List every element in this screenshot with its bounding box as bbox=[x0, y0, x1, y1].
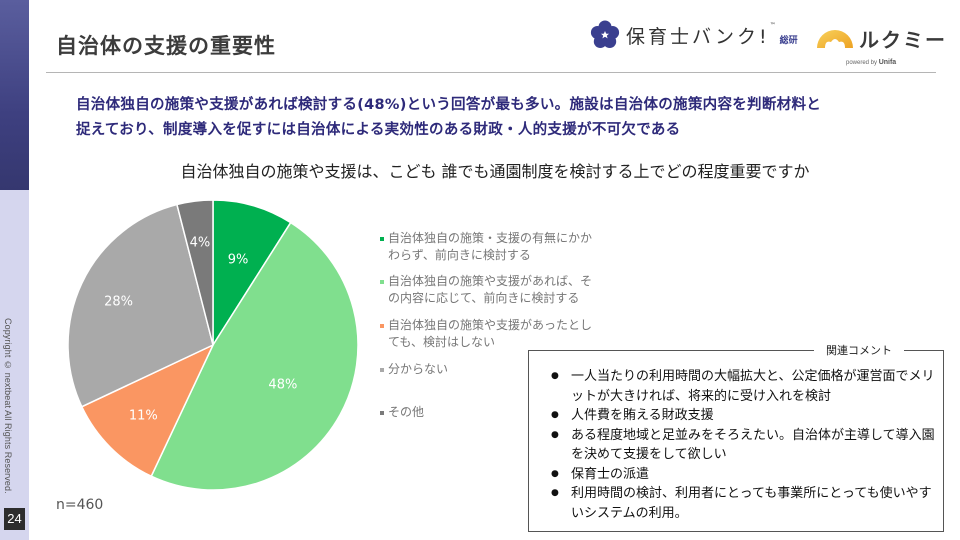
legend-swatch-icon bbox=[380, 368, 384, 372]
slide-title: 自治体の支援の重要性 bbox=[56, 34, 276, 58]
comment-item: 一人当たりの利用時間の大幅拡大と、公定価格が運営面でメリットが大きければ、将来的… bbox=[551, 367, 936, 406]
legend-item: 自治体独自の施策や支援があれば、そ の内容に応じて、前向きに検討する bbox=[380, 273, 610, 307]
comment-item: 人件費を賄える財政支援 bbox=[551, 406, 936, 426]
lead-line-2: 捉えており、制度導入を促すには自治体による実効性のある財政・人的支援が不可欠であ… bbox=[76, 122, 681, 138]
lookmee-powered-by: powered by Unifa bbox=[846, 59, 897, 66]
sakura-flower-icon bbox=[590, 20, 620, 48]
legend-label: 自治体独自の施策や支援があったとし ても、検討はしない bbox=[388, 318, 593, 349]
legend-label: 自治体独自の施策・支援の有無にかか わらず、前向きに検討する bbox=[388, 231, 593, 262]
legend-label: 自治体独自の施策や支援があれば、そ の内容に応じて、前向きに検討する bbox=[388, 274, 593, 305]
legend-item: その他 bbox=[380, 404, 610, 421]
pie-slice-label: 4% bbox=[190, 235, 211, 250]
pie-slice bbox=[67, 203, 214, 408]
sidebar-accent-bottom bbox=[0, 190, 29, 540]
pie-slice-label: 11% bbox=[129, 409, 158, 424]
pie-slice bbox=[80, 343, 215, 478]
legend-label: 分からない bbox=[388, 362, 449, 376]
related-comments-box: 関連コメント 一人当たりの利用時間の大幅拡大と、公定価格が運営面でメリットが大き… bbox=[528, 342, 944, 532]
pie-slice bbox=[176, 199, 214, 346]
related-comments-title: 関連コメント bbox=[814, 342, 904, 358]
legend-swatch-icon bbox=[380, 237, 384, 241]
hoikushi-bank-logo: 保育士バンク!™総研 bbox=[590, 20, 798, 50]
pie-slice-label: 28% bbox=[104, 295, 133, 310]
legend-swatch-icon bbox=[380, 324, 384, 328]
pie-slice-label: 9% bbox=[228, 253, 249, 268]
hoikushi-bank-name: 保育士バンク!™総研 bbox=[626, 21, 798, 48]
pie-slice-label: 48% bbox=[268, 377, 297, 392]
sample-size-label: n=460 bbox=[56, 497, 104, 513]
comment-item: 利用時間の検討、利用者にとっても事業所にとっても使いやすいシステムの利用。 bbox=[551, 484, 936, 523]
page-number: 24 bbox=[4, 508, 25, 530]
legend-label: その他 bbox=[388, 405, 425, 419]
comment-item: ある程度地域と足並みをそろえたい。自治体が主導して導入園を決めて支援をして欲しい bbox=[551, 426, 936, 465]
sidebar-accent-top bbox=[0, 0, 29, 190]
legend-item: 分からない bbox=[380, 361, 610, 378]
lead-line-1: 自治体独自の施策や支援があれば検討する(48%)という回答が最も多い。施設は自治… bbox=[76, 97, 822, 113]
legend-swatch-icon bbox=[380, 280, 384, 284]
comment-list: 一人当たりの利用時間の大幅拡大と、公定価格が運営面でメリットが大きければ、将来的… bbox=[551, 367, 936, 523]
lead-summary: 自治体独自の施策や支援があれば検討する(48%)という回答が最も多い。施設は自治… bbox=[76, 93, 956, 143]
pie-slice bbox=[150, 221, 359, 491]
lookmee-name: ルクミー bbox=[859, 28, 947, 52]
legend-swatch-icon bbox=[380, 411, 384, 415]
legend-item: 自治体独自の施策や支援があったとし ても、検討はしない bbox=[380, 317, 610, 351]
title-divider bbox=[46, 72, 936, 73]
pie-slice bbox=[212, 199, 292, 348]
lookmee-mark-icon bbox=[817, 30, 853, 48]
chart-question-title: 自治体独自の施策や支援は、こども 誰でも通園制度を検討する上でどの程度重要ですか bbox=[180, 162, 810, 181]
copyright-text: Copyright © nextbeat All Rights Reserved… bbox=[3, 318, 13, 494]
legend-item: 自治体独自の施策・支援の有無にかか わらず、前向きに検討する bbox=[380, 230, 610, 264]
comment-item: 保育士の派遣 bbox=[551, 465, 936, 485]
